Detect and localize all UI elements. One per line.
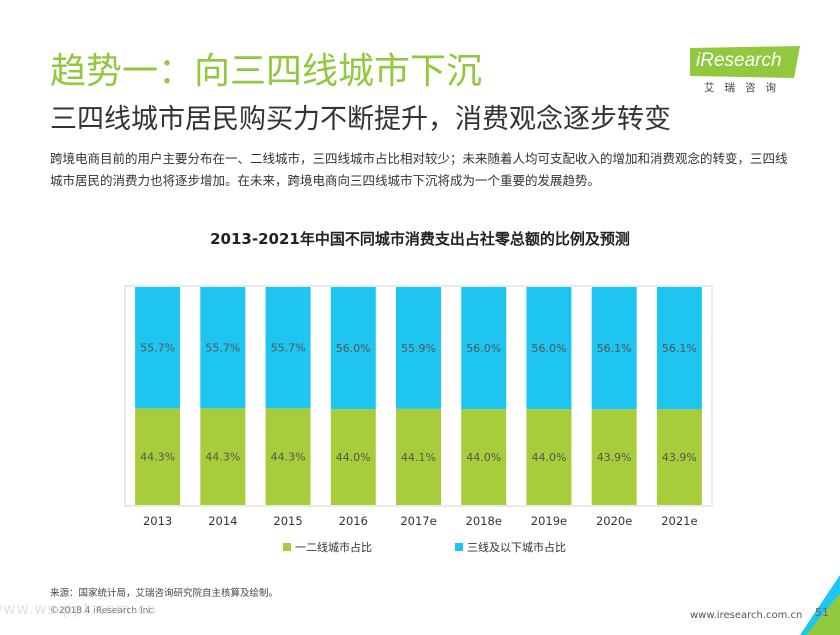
bar-value-label: 55.9% bbox=[401, 342, 436, 355]
x-tick-label: 2018e bbox=[466, 514, 502, 528]
bar-value-label: 56.1% bbox=[597, 342, 632, 355]
bar-segment-0 bbox=[656, 409, 702, 505]
bar-segment-0 bbox=[135, 408, 181, 505]
bar-segment-1 bbox=[656, 287, 702, 410]
copyright: ©2018.4 iResearch Inc bbox=[50, 606, 154, 616]
bar-segment-0 bbox=[200, 408, 246, 505]
x-tick-label: 2016 bbox=[339, 514, 368, 528]
bar-segment-1 bbox=[461, 287, 507, 410]
x-tick-label: 2015 bbox=[273, 514, 302, 528]
logo-wordmark: iResearch bbox=[696, 50, 782, 71]
bar-segment-0 bbox=[265, 408, 311, 505]
bar-value-label: 44.0% bbox=[531, 451, 566, 464]
x-tick-label: 2017e bbox=[400, 514, 436, 528]
bar-value-label: 55.7% bbox=[205, 342, 240, 355]
bar-value-label: 44.0% bbox=[336, 451, 371, 464]
bar-segment-1 bbox=[265, 287, 311, 409]
bar-value-label: 55.7% bbox=[271, 342, 306, 355]
bar-value-label: 44.3% bbox=[140, 451, 175, 464]
page-subtitle: 三四线城市居民购买力不断提升，消费观念逐步转变 bbox=[50, 104, 671, 135]
source-note: 来源：国家统计局，艾瑞咨询研究院自主核算及绘制。 bbox=[50, 588, 279, 599]
x-tick-label: 2021e bbox=[661, 514, 697, 528]
bar-segment-0 bbox=[330, 409, 376, 505]
iresearch-logo: iResearch 艾瑞咨询 bbox=[690, 46, 800, 96]
bar-segment-1 bbox=[200, 287, 246, 409]
logo-subtitle: 艾瑞咨询 bbox=[704, 82, 786, 94]
bar-value-label: 55.7% bbox=[140, 342, 175, 355]
watermark: www.ws-ppt.com.cn bbox=[0, 600, 157, 618]
logo-badge-icon bbox=[690, 46, 800, 78]
bar-value-label: 44.3% bbox=[271, 451, 306, 464]
bar-segment-0 bbox=[591, 409, 637, 505]
page-number: 51 bbox=[815, 606, 829, 619]
bar-segment-1 bbox=[526, 287, 572, 410]
legend-swatch bbox=[455, 543, 463, 551]
plot-frame bbox=[124, 285, 713, 507]
x-tick-label: 2013 bbox=[143, 514, 172, 528]
bar-value-label: 56.0% bbox=[531, 342, 566, 355]
bar-value-label: 43.9% bbox=[597, 451, 632, 464]
bar-value-label: 56.0% bbox=[466, 342, 501, 355]
bar-segment-0 bbox=[526, 409, 572, 505]
legend-label: 三线及以下城市占比 bbox=[467, 540, 566, 554]
bar-value-label: 44.1% bbox=[401, 451, 436, 464]
legend-swatch bbox=[283, 543, 291, 551]
bar-segment-1 bbox=[135, 287, 181, 409]
chart-title: 2013-2021年中国不同城市消费支出占社零总额的比例及预测 bbox=[210, 230, 630, 248]
bar-segment-1 bbox=[396, 287, 441, 409]
x-tick-label: 2020e bbox=[596, 514, 632, 528]
description-text: 跨境电商目前的用户主要分布在一、二线城市，三四线城市占比相对较少；未来随着人均可… bbox=[50, 151, 788, 188]
bar-value-label: 43.9% bbox=[662, 451, 697, 464]
bar-value-label: 44.3% bbox=[205, 451, 240, 464]
bar-value-label: 56.0% bbox=[336, 342, 371, 355]
bar-segment-1 bbox=[591, 287, 637, 410]
bar-segment-0 bbox=[396, 408, 441, 505]
website-link[interactable]: www.iresearch.com.cn bbox=[690, 610, 803, 621]
x-tick-label: 2014 bbox=[208, 514, 237, 528]
bar-value-label: 44.0% bbox=[466, 451, 501, 464]
bar-value-label: 56.1% bbox=[662, 342, 697, 355]
corner-decoration-icon bbox=[800, 575, 840, 635]
bar-segment-0 bbox=[461, 409, 507, 505]
page-title: 趋势一：向三四线城市下沉 bbox=[50, 51, 483, 92]
x-tick-label: 2019e bbox=[531, 514, 567, 528]
legend-label: 一二线城市占比 bbox=[295, 540, 372, 554]
bar-segment-1 bbox=[330, 287, 376, 410]
